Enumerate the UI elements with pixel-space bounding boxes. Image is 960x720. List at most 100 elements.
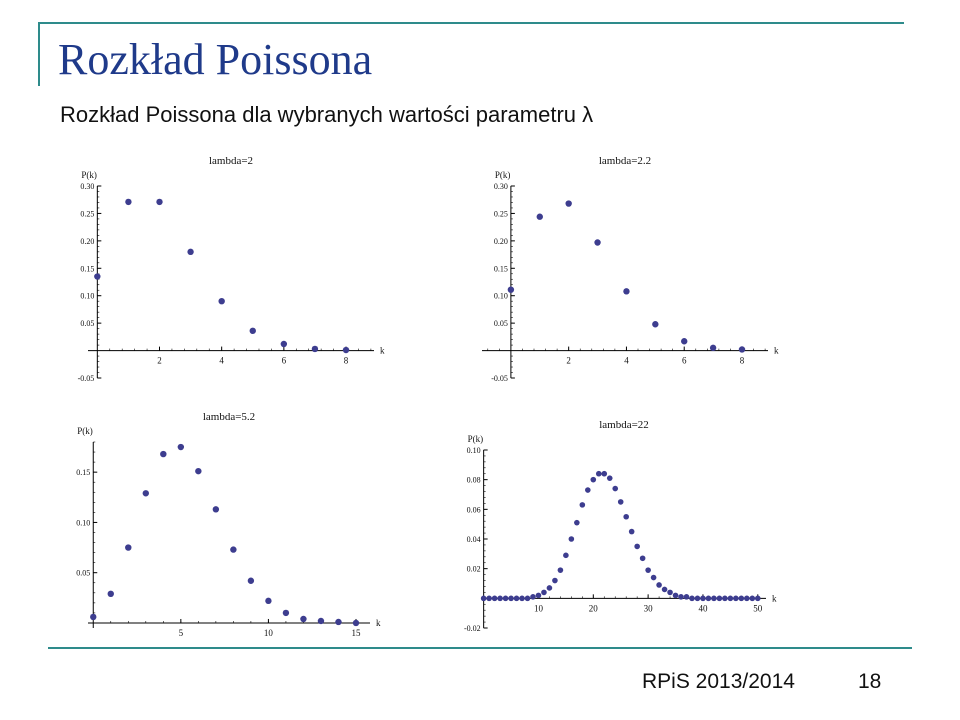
data-point	[90, 613, 97, 621]
left-rule	[38, 22, 40, 86]
y-tick-label: 0.25	[80, 209, 94, 218]
y-tick-label: 0.10	[80, 292, 94, 301]
data-point	[628, 528, 635, 535]
data-point	[177, 443, 185, 451]
data-point	[722, 595, 728, 602]
data-point	[594, 239, 601, 246]
data-point	[352, 619, 360, 627]
data-point	[282, 609, 290, 617]
data-point	[142, 490, 150, 497]
y-axis-label: P(k)	[77, 426, 93, 436]
y-tick-label: 0.06	[467, 505, 481, 514]
x-tick-label: 6	[282, 356, 287, 366]
y-tick-label: -0.02	[464, 624, 481, 633]
data-point	[247, 577, 255, 584]
y-tick-label: 0.25	[494, 209, 508, 218]
data-point	[552, 577, 558, 584]
data-point	[265, 597, 272, 605]
x-tick-label: 4	[624, 356, 629, 366]
y-tick-label: 0.15	[494, 264, 508, 273]
x-tick-label: 2	[157, 356, 162, 366]
chart-title: lambda=2.2	[599, 155, 651, 167]
top-rule	[40, 22, 904, 24]
data-point	[94, 273, 101, 280]
x-tick-label: 2	[566, 356, 571, 366]
data-point	[311, 345, 319, 353]
data-point	[716, 595, 723, 602]
data-point	[678, 594, 684, 600]
data-point	[300, 615, 307, 623]
x-axis-label: k	[380, 346, 385, 356]
data-point	[617, 499, 624, 505]
x-tick-label: 50	[753, 603, 763, 613]
x-axis-label: k	[774, 346, 779, 356]
x-tick-label: 30	[644, 603, 654, 613]
data-point	[683, 594, 690, 600]
data-point	[508, 595, 514, 602]
data-point	[574, 519, 580, 526]
data-point	[480, 595, 487, 602]
data-point	[565, 200, 572, 207]
data-point	[125, 198, 132, 206]
data-point	[218, 298, 225, 305]
x-axis-label: k	[376, 618, 381, 628]
data-point	[230, 546, 237, 553]
x-tick-label: 40	[698, 603, 708, 613]
data-point	[563, 552, 569, 559]
x-tick-label: 20	[589, 603, 599, 613]
data-point	[590, 476, 597, 483]
data-point	[749, 595, 756, 602]
data-point	[486, 595, 492, 602]
data-point	[689, 595, 695, 602]
data-point	[125, 544, 132, 551]
data-point	[738, 595, 745, 602]
y-tick-label: 0.20	[494, 237, 508, 246]
data-point	[623, 288, 630, 295]
y-axis-label: P(k)	[81, 170, 97, 180]
chart-title: lambda=22	[599, 419, 649, 431]
data-point	[652, 321, 659, 328]
y-tick-label: 0.10	[76, 518, 90, 527]
data-point	[280, 340, 288, 348]
data-point	[513, 595, 520, 602]
y-tick-label: -0.05	[78, 374, 95, 383]
y-axis-label: P(k)	[468, 434, 484, 444]
x-tick-label: 8	[740, 356, 745, 366]
x-tick-label: 6	[682, 356, 687, 366]
chart-title: lambda=5.2	[203, 411, 255, 423]
data-point	[733, 595, 739, 602]
y-tick-label: 0.04	[467, 535, 481, 544]
y-tick-label: 0.05	[76, 569, 90, 578]
data-point	[694, 595, 701, 602]
y-tick-label: 0.10	[494, 292, 508, 301]
y-tick-label: 0.30	[80, 182, 94, 191]
y-tick-label: 0.02	[467, 565, 481, 574]
bottom-rule	[48, 647, 912, 649]
data-point	[606, 475, 613, 481]
data-point	[541, 589, 547, 596]
data-point	[711, 595, 717, 602]
data-point	[535, 592, 542, 599]
y-tick-label: 0.20	[80, 237, 94, 246]
data-point	[187, 248, 194, 256]
chart-lambda-22: lambda=22 P(k) k 10 20 30 40 50 -0.02 0.02 0.04 0.0…	[464, 419, 777, 633]
y-tick-label: 0.15	[80, 264, 94, 273]
y-tick-label: 0.05	[494, 319, 508, 328]
y-tick-label: 0.15	[76, 468, 90, 477]
data-point	[519, 595, 525, 602]
data-point	[738, 346, 746, 353]
data-point	[650, 574, 657, 581]
data-point	[612, 485, 619, 492]
data-point	[661, 586, 668, 593]
data-point	[568, 536, 575, 542]
data-point	[530, 594, 536, 600]
data-point	[195, 467, 202, 475]
y-tick-label: 0.10	[467, 446, 481, 455]
data-point	[497, 595, 503, 602]
data-point	[249, 327, 256, 335]
data-point	[342, 346, 350, 354]
data-point	[700, 595, 706, 602]
data-point	[557, 567, 564, 573]
data-point	[639, 555, 646, 562]
data-point	[667, 589, 673, 596]
